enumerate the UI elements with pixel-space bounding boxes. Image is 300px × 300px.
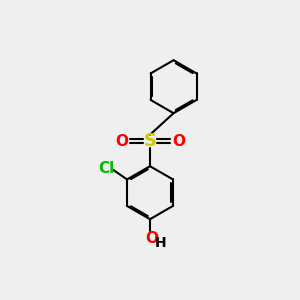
Text: H: H: [154, 236, 166, 250]
Text: O: O: [172, 134, 185, 149]
Text: S: S: [143, 132, 157, 150]
Text: O: O: [145, 231, 158, 246]
Text: O: O: [115, 134, 128, 149]
Text: Cl: Cl: [98, 161, 115, 176]
